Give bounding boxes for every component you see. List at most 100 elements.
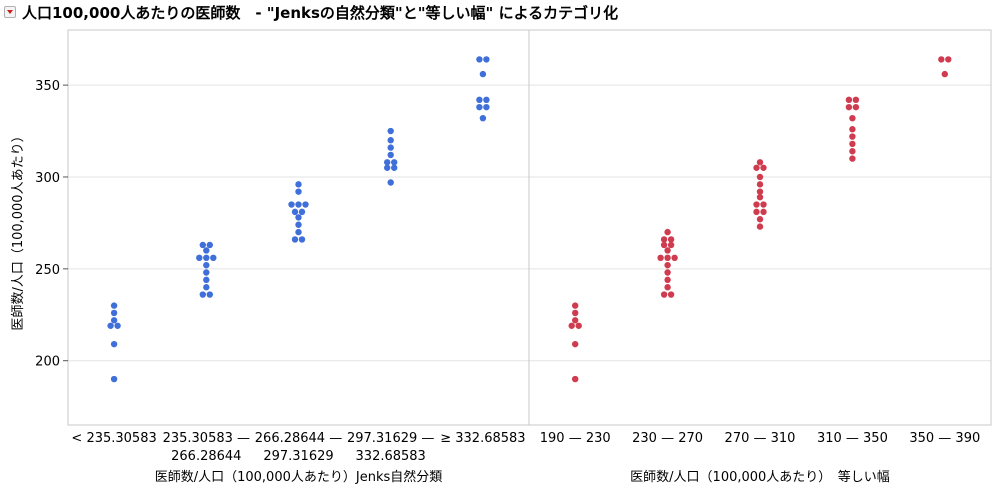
data-point bbox=[941, 70, 948, 78]
data-point bbox=[288, 201, 295, 208]
plot-frame bbox=[67, 29, 992, 426]
data-point bbox=[664, 284, 671, 291]
data-point bbox=[387, 144, 394, 151]
data-point bbox=[760, 208, 767, 216]
data-point bbox=[756, 188, 764, 195]
data-point bbox=[107, 322, 114, 329]
data-point bbox=[938, 56, 945, 63]
data-point bbox=[572, 302, 579, 309]
x-category-label: 266.28644 — bbox=[255, 431, 342, 446]
x-category-label: < 235.30583 bbox=[71, 431, 156, 446]
data-point bbox=[660, 236, 668, 243]
data-point bbox=[849, 148, 856, 155]
x-category-label: 190 — 230 bbox=[540, 431, 611, 446]
data-point bbox=[476, 96, 483, 104]
y-tick-label: 350 bbox=[35, 79, 60, 94]
data-point bbox=[660, 291, 668, 298]
data-point bbox=[845, 96, 853, 104]
data-point bbox=[387, 137, 394, 144]
report-title-bar: 人口100,000人あたりの医師数 - "Jenksの自然分類"と"等しい幅" … bbox=[0, 0, 999, 24]
data-points bbox=[107, 56, 952, 383]
data-point bbox=[664, 261, 671, 269]
data-point bbox=[479, 114, 487, 122]
data-point bbox=[849, 133, 856, 140]
data-point bbox=[110, 340, 118, 348]
data-point bbox=[671, 254, 678, 262]
data-point bbox=[479, 70, 487, 78]
data-point bbox=[298, 236, 306, 243]
x-category-label: ≥ 332.68583 bbox=[440, 431, 525, 446]
data-point bbox=[298, 208, 306, 216]
data-point bbox=[845, 103, 853, 111]
data-point bbox=[110, 317, 118, 324]
data-point bbox=[203, 261, 210, 269]
data-point bbox=[203, 276, 210, 284]
data-point bbox=[664, 269, 671, 276]
x-category-label-line2: 266.28644 bbox=[171, 449, 241, 464]
x-category-label: 350 — 390 bbox=[909, 431, 980, 446]
data-point bbox=[572, 309, 579, 317]
x-category-label: 270 — 310 bbox=[725, 431, 796, 446]
data-point bbox=[945, 56, 952, 63]
x-category-label: 310 — 350 bbox=[817, 431, 888, 446]
data-point bbox=[206, 241, 213, 249]
data-point bbox=[667, 291, 675, 298]
y-axis-title: 医師数/人口（100,000人あたり） bbox=[11, 129, 26, 330]
data-point bbox=[760, 201, 767, 208]
data-point bbox=[295, 228, 302, 236]
data-point bbox=[387, 127, 394, 135]
x-axis-title: 医師数/人口（100,000人あたり） 等しい幅 bbox=[630, 469, 890, 485]
y-tick-label: 250 bbox=[35, 263, 60, 278]
data-point bbox=[295, 188, 302, 195]
data-point bbox=[199, 241, 206, 249]
data-point bbox=[753, 164, 760, 171]
data-point bbox=[572, 340, 579, 348]
data-point bbox=[568, 322, 575, 329]
data-point bbox=[110, 309, 118, 317]
data-point bbox=[295, 201, 302, 208]
data-point bbox=[756, 159, 764, 166]
report-title: 人口100,000人あたりの医師数 - "Jenksの自然分類"と"等しい幅" … bbox=[22, 3, 619, 22]
data-point bbox=[667, 241, 675, 249]
y-axis-ticks: 200 250 300 350 bbox=[35, 79, 68, 370]
data-point bbox=[196, 254, 203, 262]
data-point bbox=[849, 126, 856, 133]
data-point bbox=[756, 193, 764, 201]
data-point bbox=[575, 322, 582, 329]
data-point bbox=[572, 317, 579, 324]
data-point bbox=[114, 322, 121, 329]
data-point bbox=[476, 103, 483, 111]
disclosure-triangle-icon[interactable] bbox=[4, 6, 16, 18]
x-category-label-line2: 332.68583 bbox=[356, 449, 426, 464]
data-point bbox=[667, 236, 675, 243]
data-point bbox=[203, 284, 210, 291]
data-point bbox=[476, 56, 483, 63]
data-point bbox=[753, 208, 760, 216]
data-point bbox=[483, 103, 490, 111]
data-point bbox=[664, 254, 671, 262]
data-point bbox=[210, 254, 217, 262]
data-point bbox=[664, 247, 671, 254]
data-point bbox=[753, 201, 760, 208]
data-point bbox=[483, 56, 490, 63]
x-axis-title: 医師数/人口（100,000人あたり）Jenks自然分類 bbox=[155, 469, 443, 485]
x-category-label: 297.31629 — bbox=[347, 431, 434, 446]
data-point bbox=[664, 228, 671, 236]
data-point bbox=[483, 96, 490, 104]
data-point bbox=[756, 181, 764, 188]
x-category-label: 230 — 270 bbox=[632, 431, 703, 446]
data-point bbox=[657, 254, 664, 262]
data-point bbox=[384, 159, 391, 166]
data-point bbox=[391, 159, 398, 166]
data-point bbox=[302, 201, 309, 208]
data-point bbox=[384, 164, 391, 171]
data-point bbox=[849, 114, 856, 122]
y-tick-label: 300 bbox=[35, 171, 60, 186]
data-point bbox=[387, 179, 394, 186]
x-axis-labels: < 235.30583 235.30583 — 266.28644 266.28644… bbox=[71, 431, 980, 485]
data-point bbox=[391, 164, 398, 171]
data-point bbox=[291, 208, 299, 216]
data-point bbox=[295, 181, 302, 188]
data-point bbox=[203, 254, 210, 262]
